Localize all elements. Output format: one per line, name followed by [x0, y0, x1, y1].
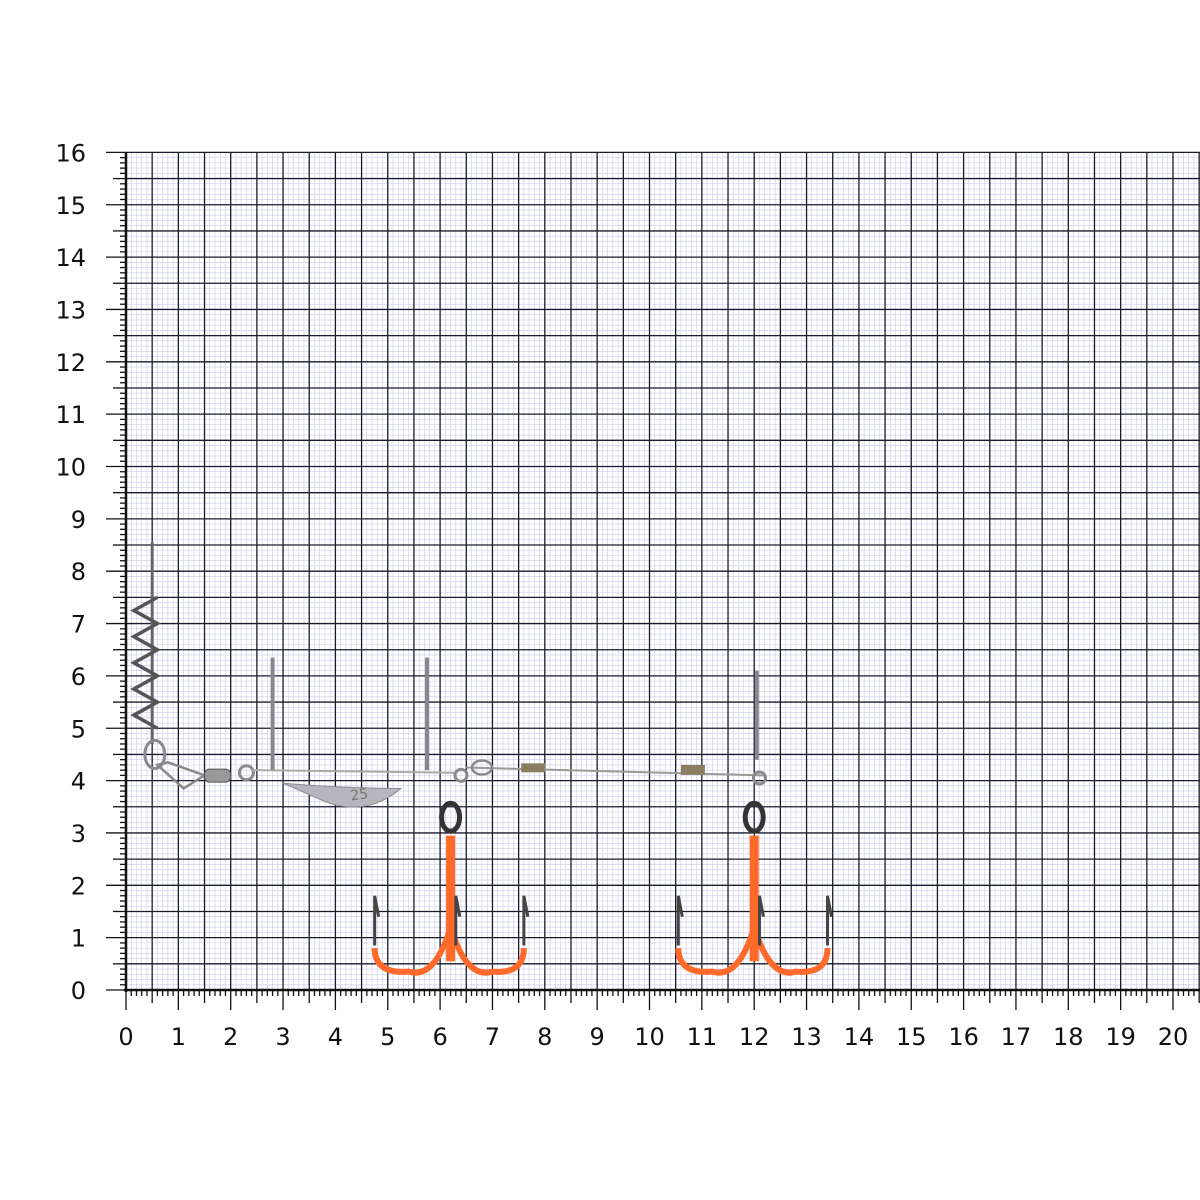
x-tick-label: 3 — [275, 1023, 290, 1051]
y-tick-label: 12 — [55, 349, 86, 377]
y-tick-label: 3 — [71, 820, 86, 848]
connecting-ring — [453, 767, 469, 783]
leader-wire-2 — [466, 766, 765, 777]
wire-loop — [470, 759, 494, 776]
treble-hook-2-point — [757, 895, 765, 946]
treble-hook-1-right-bend — [447, 926, 527, 976]
y-tick-label: 10 — [55, 454, 86, 482]
barrel-swivel — [204, 768, 232, 783]
y-tick-label: 16 — [55, 139, 86, 167]
x-tick-label: 18 — [1053, 1023, 1084, 1051]
x-tick-label: 19 — [1105, 1023, 1136, 1051]
corkscrew-spiral — [130, 595, 162, 730]
treble-hook-1-point — [373, 895, 381, 946]
treble-hook-2-point — [825, 895, 833, 946]
connecting-ring — [751, 770, 767, 786]
y-tick-label: 4 — [71, 768, 86, 796]
y-tick-label: 6 — [71, 663, 86, 691]
x-tick-label: 5 — [380, 1023, 395, 1051]
x-tick-label: 14 — [844, 1023, 875, 1051]
x-tick-label: 15 — [896, 1023, 927, 1051]
x-tick-label: 10 — [634, 1023, 665, 1051]
y-tick-label: 0 — [71, 977, 86, 1005]
crimp-sleeve — [521, 763, 546, 773]
leader-wire — [251, 769, 456, 774]
y-tick-label: 1 — [71, 925, 86, 953]
treble-hook-2-left-bend — [675, 926, 758, 976]
treble-hook-2-point — [676, 895, 684, 946]
sinker-marking: 25 — [349, 786, 369, 804]
swivel-eye — [237, 764, 255, 782]
y-tick-label: 7 — [71, 611, 86, 639]
x-tick-label: 17 — [1001, 1023, 1032, 1051]
treble-hook-1-left-bend — [371, 926, 454, 976]
x-tick-label: 7 — [485, 1023, 500, 1051]
y-tick-label: 13 — [55, 296, 86, 324]
x-tick-label: 1 — [171, 1023, 186, 1051]
treble-hook-1-eye — [439, 800, 463, 834]
x-tick-label: 8 — [537, 1023, 552, 1051]
x-tick-label: 11 — [687, 1023, 718, 1051]
snap — [154, 760, 208, 791]
y-tick-label: 11 — [55, 401, 86, 429]
x-tick-label: 0 — [118, 1023, 133, 1051]
y-tick-label: 9 — [71, 506, 86, 534]
y-tick-label: 2 — [71, 872, 86, 900]
x-tick-label: 20 — [1158, 1023, 1189, 1051]
x-tick-label: 12 — [739, 1023, 770, 1051]
x-tick-label: 16 — [948, 1023, 979, 1051]
y-tick-label: 5 — [71, 715, 86, 743]
y-tick-label: 15 — [55, 192, 86, 220]
y-tick-label: 14 — [55, 244, 86, 272]
x-tick-label: 2 — [223, 1023, 238, 1051]
split-ring — [143, 738, 167, 770]
treble-hook-2-eye — [742, 800, 766, 834]
lead-sinker — [282, 782, 403, 808]
crimp-sleeve — [680, 764, 705, 775]
treble-hook-2-right-bend — [751, 926, 831, 976]
treble-hook-1-point — [454, 895, 462, 946]
x-tick-label: 6 — [432, 1023, 447, 1051]
x-tick-label: 13 — [791, 1023, 822, 1051]
x-tick-label: 4 — [328, 1023, 343, 1051]
y-tick-label: 8 — [71, 558, 86, 586]
treble-hook-1-point — [522, 895, 530, 946]
x-tick-label: 9 — [590, 1023, 605, 1051]
